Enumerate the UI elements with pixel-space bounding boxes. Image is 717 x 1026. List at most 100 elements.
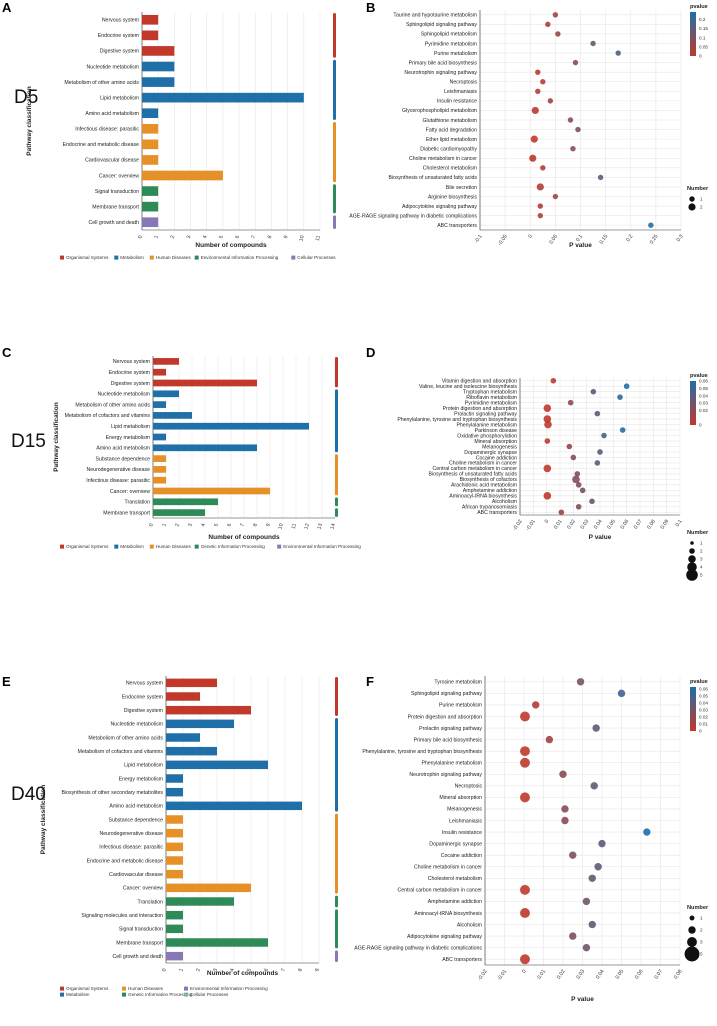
x-tick-label: 8 [252,523,259,527]
group-label: D5 [14,87,38,108]
data-point [544,438,551,444]
class-stripe [335,909,338,949]
category-label: Lipid metabolism [100,95,139,101]
x-tick-label: 0.3 [676,234,685,243]
data-point [537,212,543,219]
bar [166,705,251,715]
size-legend-marker [690,541,694,545]
legend-label: Environmental Information Processing [201,255,279,260]
bar [166,760,268,770]
panel-F: F -0.02 -0.01 0 0.01 0.02 0.03 0.04 0.05 0.06 0.07… [354,674,709,1003]
category-label: Metabolism of other amino acids [88,735,163,741]
data-point [520,884,530,895]
size-legend-marker [687,937,697,947]
color-tick-label: 0.02 [699,715,708,720]
category-label: Aminoacyl-tRNA biosynthesis [449,494,517,500]
x-tick-label: 1 [154,235,161,239]
x-tick-label: 0.03 [575,969,586,981]
class-stripe [333,59,336,120]
class-stripe [335,813,338,894]
category-label: Signal transduction [119,927,163,933]
category-label: Parkinson disease [475,428,518,434]
category-label: Cell growth and death [89,220,140,226]
data-point [576,678,585,686]
category-label: Metabolism of other amino acids [64,80,139,86]
x-tick-label: 5 [218,235,225,239]
category-label: Infectious disease: parasitic [86,478,150,484]
size-legend-label: 1 [700,197,703,202]
bar [166,897,234,906]
data-point [567,117,574,123]
bar [142,92,304,103]
category-label: Endocrine and metabolic disease [87,858,164,864]
class-stripe [333,215,336,229]
category-label: Necroptosis [455,784,483,790]
legend-label: Genetic Information Processing [128,992,193,997]
bar [153,368,166,376]
data-point [530,135,538,143]
category-label: Melanogenesis [482,444,517,450]
legend-label: Cellular Processes [190,992,229,997]
size-legend-marker [687,562,697,572]
x-axis-title: Number of compounds [207,970,279,977]
size-legend-marker [686,569,698,581]
category-label: Necroptosis [450,80,478,86]
bar [142,217,159,228]
category-label: Sphingolipid signaling pathway [406,22,477,28]
legend-swatch [194,544,199,549]
x-tick-label: 0 [137,235,144,239]
data-point [552,12,559,18]
data-point [552,193,559,200]
category-label: Cancer: overview [110,489,150,495]
x-tick-label: 0.15 [599,234,610,246]
legend-label: Human Diseases [156,544,192,549]
bar [142,170,223,181]
data-point [588,920,596,929]
class-stripe [335,389,338,453]
bar [166,815,183,824]
color-tick-label: 0.05 [699,386,708,391]
group-label: D15 [11,431,46,452]
bar [142,30,159,41]
x-tick-label: 0.02 [556,969,567,981]
color-tick-label: 0.05 [699,694,708,699]
category-label: Choline metabolism in cancer [449,461,517,467]
data-point [575,482,582,488]
legend-label: Environmental Information Processing [190,986,268,991]
x-tick-label: 4 [200,523,207,527]
category-label: Metabolism of cofactors and vitamins [78,749,164,755]
bar [166,801,302,811]
category-label: Cell growth and death [113,954,164,960]
data-point [545,735,554,744]
bar [153,412,192,419]
x-tick-label: 0.1 [575,234,584,243]
bar [166,719,234,729]
data-point [590,388,597,395]
category-label: Amino acid metabolism [109,804,163,810]
category-label: Primary bile acid biosynthesis [409,60,478,66]
category-label: Central carbon metabolism in cancer [433,466,518,472]
class-stripe [335,497,338,507]
bar [153,390,179,398]
category-label: Membrane transport [103,510,150,516]
bar [166,856,183,865]
bar [153,401,166,408]
panel-letter: B [366,0,375,15]
legend-swatch [184,992,188,997]
category-label: African trypanosomiasis [462,505,517,511]
category-label: Amphetamine addiction [428,899,482,905]
color-legend-title: pvalue [690,373,708,379]
class-stripe [335,950,338,962]
x-tick-label: 0.06 [620,519,631,531]
x-tick-label: 1 [161,523,168,527]
data-point [598,839,606,848]
category-label: Digestive system [100,49,139,55]
data-point [555,31,561,37]
category-label: Nervous system [113,359,150,365]
color-tick-label: 0.06 [699,687,708,692]
category-label: Vitamin digestion and absorption [442,379,517,385]
x-tick-label: 3 [186,235,193,239]
size-legend-label: 1 [700,541,703,546]
class-stripe [335,677,338,716]
